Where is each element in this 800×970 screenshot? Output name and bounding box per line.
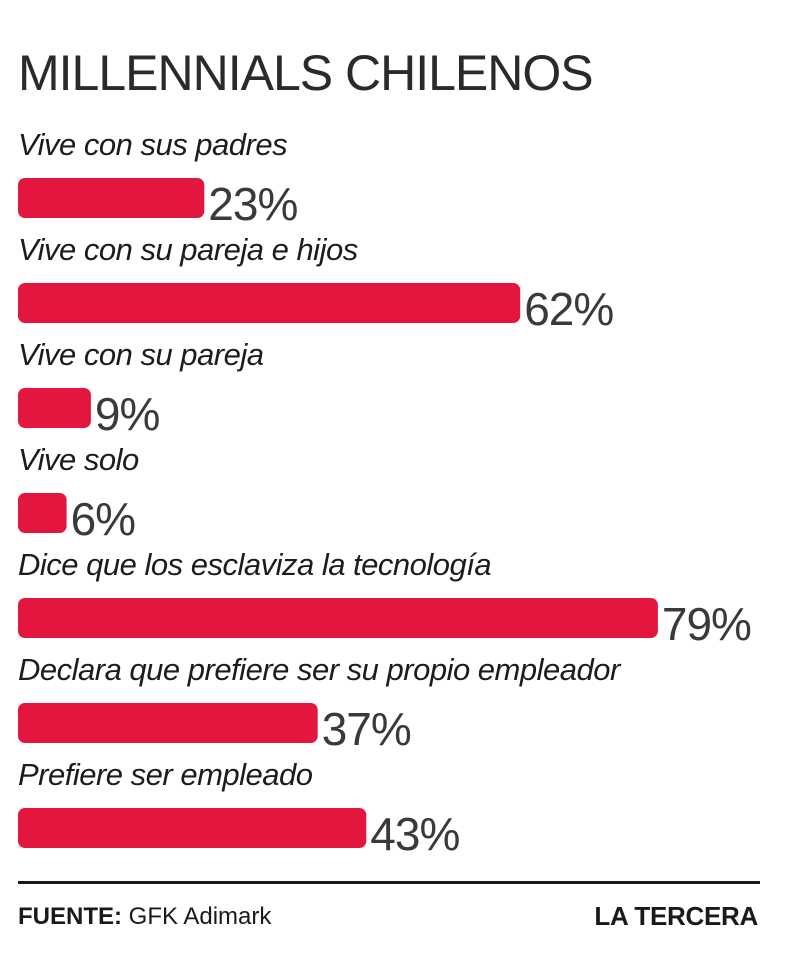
bar (18, 808, 367, 848)
value-label: 79% (662, 598, 751, 650)
category-label: Vive con sus padres (18, 127, 287, 162)
value-label: 37% (322, 703, 411, 755)
category-label: Dice que los esclaviza la tecnología (18, 547, 491, 582)
publisher-logo: LA TERCERA (594, 901, 758, 931)
source-note: FUENTE: GFK Adimark (18, 903, 271, 931)
value-label: 9% (95, 388, 160, 440)
value-label: 23% (208, 178, 297, 230)
footer-divider (18, 881, 760, 884)
bar (18, 388, 91, 428)
value-label: 6% (71, 493, 136, 545)
category-label: Prefiere ser empleado (18, 757, 313, 792)
bar (18, 283, 521, 323)
category-label: Vive con su pareja (18, 337, 264, 372)
chart-title: MILLENNIALS CHILENOS (18, 45, 594, 101)
source-prefix: FUENTE: (18, 903, 122, 930)
bar (18, 598, 658, 638)
bar (18, 493, 67, 533)
value-label: 43% (370, 808, 459, 860)
source-name: GFK Adimark (128, 903, 272, 930)
bar (18, 703, 318, 743)
category-label: Vive con su pareja e hijos (18, 232, 358, 267)
category-label: Vive solo (18, 442, 139, 477)
category-label: Declara que prefiere ser su propio emple… (18, 652, 622, 687)
value-label: 62% (524, 283, 613, 335)
bar (18, 178, 205, 218)
